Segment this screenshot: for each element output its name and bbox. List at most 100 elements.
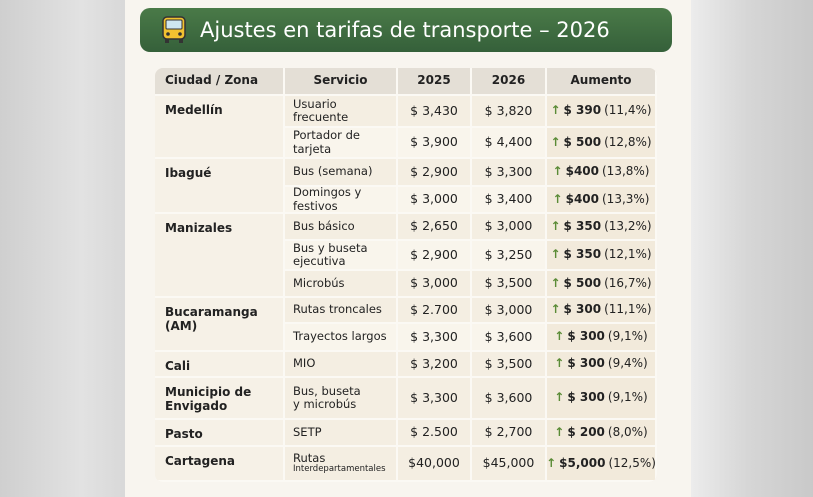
increase-amount: $ 300 (567, 356, 605, 371)
increase-cell: ↑ $ 350 (13,2%) (547, 214, 657, 241)
fare-2026-text: $ 3,500 (484, 355, 533, 371)
city-cell: Medellín (155, 96, 285, 159)
service-cell: Usuario frecuente (285, 96, 398, 128)
fare-2025-text: $ 3,200 (410, 355, 458, 371)
service-cell: Rutas troncales (285, 298, 398, 324)
city-name: Cali (165, 359, 191, 373)
increase-percent: (13,3%) (602, 191, 650, 206)
fare-2025: $ 3,900 (398, 128, 472, 159)
service-text: Bus y buseta (293, 240, 368, 255)
fare-2026: $ 3,400 (472, 187, 547, 214)
fare-2026: $ 3,600 (472, 324, 547, 352)
column-header: Ciudad / Zona (155, 68, 285, 96)
service-text: SETP (293, 424, 322, 439)
service-cell: Bus básico (285, 214, 398, 241)
title-banner: Ajustes en tarifas de transporte – 2026 (140, 8, 672, 52)
city-cell: Bucaramanga (AM) (155, 298, 285, 352)
service-cell: Trayectos largos (285, 324, 398, 352)
service-note: Interdepartamentales (293, 464, 386, 475)
bus-icon (162, 16, 186, 43)
service-text: ejecutiva (293, 254, 346, 268)
service-text: y microbús (293, 397, 357, 411)
increase-cell: ↑ $ 300 (11,1%) (547, 298, 657, 324)
fare-2025: $ 3,300 (398, 378, 472, 420)
fare-2025: $ 3,000 (398, 271, 472, 298)
service-text: Bus (semana) (293, 164, 373, 179)
increase-percent: (9,1%) (607, 329, 648, 344)
service-text: Bus, buseta (293, 383, 361, 398)
up-arrow: ↑ (554, 356, 565, 371)
increase-amount: $ 500 (563, 275, 602, 290)
increase-cell: ↑ $ 500 (12,8%) (547, 128, 657, 159)
fare-2026-text: $ 3,500 (484, 275, 533, 291)
column-header-text: 2026 (491, 73, 526, 88)
fare-2025-text: $ 3,900 (410, 134, 458, 150)
column-header-text: 2025 (417, 73, 451, 88)
service-cell: Bus (semana) (285, 159, 398, 187)
service-cell: Bus, buseta y microbús (285, 378, 398, 420)
fare-2026: $ 3,600 (472, 378, 547, 420)
city-name: Manizales (165, 221, 233, 235)
fare-2025-text: $ 3,300 (410, 328, 458, 344)
column-header-text: Aumento (570, 73, 632, 88)
fare-2026-text: $ 3,820 (484, 102, 533, 118)
increase-cell: ↑ $400 (13,8%) (547, 159, 657, 187)
increase-amount: $ 300 (567, 390, 605, 405)
fare-2026-text: $ 3,250 (484, 246, 533, 262)
up-arrow: ↑ (554, 390, 565, 405)
fare-2026-text: $ 2,700 (484, 424, 533, 440)
fare-2026: $ 4,400 (472, 128, 547, 159)
city-name: Ibagué (165, 166, 212, 180)
increase-amount: $5,000 (559, 455, 606, 470)
fare-2026-text: $ 3,000 (484, 301, 533, 317)
increase-percent: (12,5%) (608, 455, 656, 470)
service-cell: Domingos y festivos (285, 186, 398, 214)
increase-percent: (8,0%) (607, 424, 648, 439)
service-text: Trayectos largos (293, 329, 387, 344)
increase-cell: ↑ $ 300 (9,1%) (547, 378, 657, 420)
increase-percent: (9,1%) (607, 390, 648, 405)
city-name: Pasto (165, 427, 203, 441)
fare-2026-text: $45,000 (482, 455, 535, 471)
up-arrow: ↑ (550, 103, 561, 118)
fare-2026-text: $ 3,600 (484, 328, 533, 344)
fare-2026-text: $ 3,000 (484, 218, 533, 234)
fare-2025-text: $ 3,300 (410, 389, 458, 405)
fare-2025: $ 3,000 (398, 187, 472, 214)
service-text: Microbús (293, 275, 345, 290)
fare-2026: $ 3,500 (472, 271, 547, 298)
fare-2025-text: $ 2,650 (410, 218, 458, 234)
column-header: Servicio (285, 68, 398, 96)
increase-percent: (11,4%) (604, 103, 652, 118)
fare-2026: $ 3,000 (472, 214, 547, 241)
service-cell: Rutas Interdepartamentales (285, 447, 398, 482)
increase-cell: ↑ $ 390 (11,4%) (547, 96, 657, 128)
column-header: 2025 (398, 68, 472, 96)
service-text: Usuario frecuente (293, 96, 349, 124)
up-arrow: ↑ (550, 247, 561, 262)
increase-cell: ↑ $ 500 (16,7%) (547, 271, 657, 298)
fare-table: Ciudad / Zona Servicio 2025 2026 Aumento Usua… (155, 68, 657, 482)
increase-amount: $ 390 (563, 103, 602, 118)
increase-amount: $ 500 (563, 134, 602, 149)
fare-2025-text: $ 3,000 (410, 191, 458, 207)
increase-amount: $ 350 (563, 247, 602, 262)
service-cell: Bus y buseta ejecutiva (285, 241, 398, 271)
fare-2025: $ 2,900 (398, 241, 472, 271)
fare-2025-text: $ 3,000 (410, 275, 458, 291)
fare-2025-text: $ 2.700 (410, 301, 458, 317)
fare-2025: $40,000 (398, 447, 472, 482)
increase-percent: (12,8%) (604, 134, 652, 149)
increase-cell: ↑ $ 200 (8,0%) (547, 420, 657, 447)
fare-2026: $ 3,250 (472, 241, 547, 271)
service-text: Bus básico (293, 218, 355, 233)
fare-2025: $ 3,200 (398, 352, 472, 378)
fare-2026: $ 2,700 (472, 420, 547, 447)
increase-cell: ↑ $ 300 (9,4%) (547, 352, 657, 378)
city-name: Cartagena (165, 454, 236, 468)
increase-percent: (11,1%) (604, 302, 652, 317)
city-name: Bucaramanga (AM) (165, 305, 258, 333)
up-arrow: ↑ (554, 329, 565, 344)
fare-2025: $ 2.500 (398, 420, 472, 447)
